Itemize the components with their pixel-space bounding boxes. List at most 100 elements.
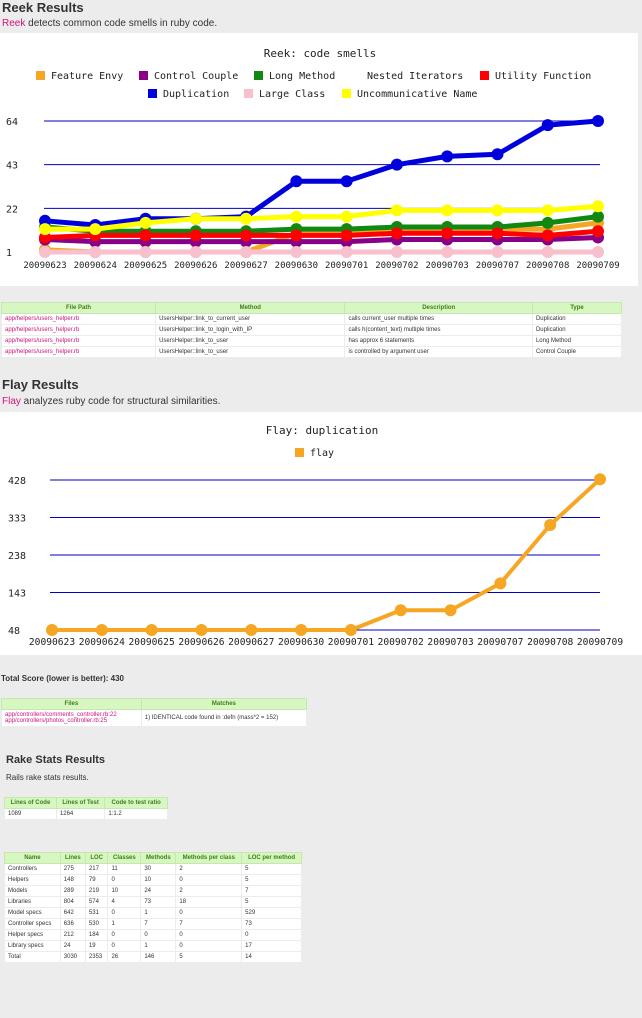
reek-link[interactable]: Reek bbox=[2, 18, 26, 29]
x-tick-label: 20090625 bbox=[129, 637, 175, 648]
chart-title: Flay: duplication bbox=[266, 424, 379, 437]
flay-chart-svg: Flay: duplication flay 48 143 238 333 428 20090… bbox=[8, 424, 623, 648]
table-cell: is controlled by argument user bbox=[344, 346, 533, 358]
file-link[interactable]: app/controllers/comments_controller.rb:2… bbox=[5, 712, 117, 718]
table-cell: 0 bbox=[107, 929, 142, 941]
flay-heading: Flay Results bbox=[2, 377, 79, 392]
table-cell: 2 bbox=[175, 885, 243, 897]
table-cell: 217 bbox=[84, 863, 109, 875]
table-cell: 18 bbox=[175, 896, 243, 908]
data-point bbox=[592, 200, 604, 213]
x-tick-label: 20090708 bbox=[526, 261, 569, 271]
table-cell: UsersHelper::link_to_login_with_IP bbox=[155, 324, 346, 336]
y-tick-label: 238 bbox=[8, 551, 26, 562]
data-point bbox=[340, 229, 353, 242]
x-tick-label: 20090627 bbox=[224, 261, 267, 271]
table-cell: 642 bbox=[59, 907, 86, 919]
table-cell: 17 bbox=[241, 940, 302, 952]
table-cell: 2353 bbox=[84, 951, 109, 963]
reek-col-header-0: File Path bbox=[0, 302, 157, 314]
x-tick-label: 20090701 bbox=[328, 637, 374, 648]
data-point bbox=[240, 246, 253, 258]
flay-total-score: Total Score (lower is better): 430 bbox=[1, 674, 124, 683]
table-cell: 10 bbox=[140, 874, 177, 886]
data-point bbox=[340, 210, 353, 223]
x-tick-label: 20090709 bbox=[576, 261, 619, 271]
reek-col-header-3: Type bbox=[531, 302, 623, 314]
flay-col-header-1: Matches bbox=[140, 698, 308, 710]
legend-label: Feature Envy bbox=[51, 71, 123, 82]
flay-link[interactable]: Flay bbox=[2, 396, 21, 407]
table-row: Controller specs 636 530 1 7 7 73 bbox=[4, 918, 302, 930]
table-cell: Duplication bbox=[531, 324, 623, 336]
legend-swatch bbox=[254, 71, 263, 80]
legend-label: Long Method bbox=[269, 71, 335, 82]
table-cell: calls current_user multiple times bbox=[344, 313, 533, 325]
legend-swatch bbox=[139, 71, 148, 80]
legend-swatch bbox=[36, 71, 45, 80]
table-cell: 5 bbox=[241, 863, 302, 875]
table-cell: 0 bbox=[241, 929, 302, 941]
table-cell: 804 bbox=[59, 896, 86, 908]
flay-desc-text: analyzes ruby code for structural simila… bbox=[20, 396, 221, 407]
table-row: Helper specs 212 184 0 0 0 0 bbox=[4, 929, 302, 941]
table-cell: 148 bbox=[59, 874, 86, 886]
table-cell[interactable]: app/helpers/users_helper.rb bbox=[0, 324, 157, 336]
rake-stats-table: Name Lines LOC Classes Methods Methods per cl… bbox=[4, 852, 302, 963]
table-cell[interactable]: app/helpers/users_helper.rb bbox=[0, 346, 157, 358]
data-point bbox=[541, 216, 554, 229]
legend-label: Control Couple bbox=[154, 71, 238, 82]
file-link[interactable]: app/controllers/photos_controller.rb:25 bbox=[5, 718, 108, 724]
table-cell: 5 bbox=[241, 896, 302, 908]
series-line bbox=[44, 214, 599, 234]
legend-label: flay bbox=[310, 448, 334, 459]
table-cell: 4 bbox=[107, 896, 142, 908]
x-tick-label: 20090703 bbox=[427, 637, 473, 648]
data-point bbox=[441, 150, 454, 163]
table-cell: 1 bbox=[140, 940, 177, 952]
series-line bbox=[44, 234, 599, 245]
table-cell: Total bbox=[4, 951, 61, 963]
reek-chart-svg: Reek: code smells Feature Envy Control Cou… bbox=[6, 47, 620, 271]
table-cell: 531 bbox=[84, 907, 109, 919]
rake-description: Rails rake stats results. bbox=[6, 773, 89, 782]
table-cell: UsersHelper::link_to_current_user bbox=[155, 313, 346, 325]
y-tick-label: 1 bbox=[6, 248, 12, 259]
data-point bbox=[390, 204, 403, 217]
table-cell: 5 bbox=[175, 951, 243, 963]
table-row: app/helpers/users_helper.rb UsersHelper::… bbox=[0, 335, 623, 347]
table-cell: 1264 bbox=[55, 808, 106, 820]
table-cell[interactable]: app/helpers/users_helper.rb bbox=[0, 313, 157, 325]
legend-label: Large Class bbox=[259, 89, 325, 100]
table-cell: Controllers bbox=[4, 863, 61, 875]
rake-summary-table: Lines of Code Lines of Test Code to test r… bbox=[4, 797, 168, 820]
data-point bbox=[39, 246, 51, 258]
data-point bbox=[295, 624, 308, 636]
table-row: app/helpers/users_helper.rb UsersHelper::… bbox=[0, 346, 623, 358]
table-cell: UsersHelper::link_to_user bbox=[155, 335, 346, 347]
stats-col-header-6: LOC per method bbox=[241, 852, 302, 864]
table-cell: 73 bbox=[241, 918, 302, 930]
table-cell[interactable]: app/helpers/users_helper.rb bbox=[0, 335, 157, 347]
x-tick-label: 20090624 bbox=[79, 637, 125, 648]
table-cell: 574 bbox=[84, 896, 109, 908]
flay-description: Flay analyzes ruby code for structural s… bbox=[0, 396, 220, 407]
data-point bbox=[541, 204, 554, 217]
summary-col-header-1: Lines of Test bbox=[55, 797, 106, 809]
x-tick-label: 20090630 bbox=[278, 637, 324, 648]
reek-desc-text: detects common code smells in ruby code. bbox=[25, 18, 218, 29]
data-point bbox=[441, 204, 454, 217]
table-cell: has approx 6 statements bbox=[344, 335, 533, 347]
table-row: app/helpers/users_helper.rb UsersHelper::… bbox=[0, 313, 623, 325]
table-cell: Duplication bbox=[531, 313, 623, 325]
data-point bbox=[491, 148, 504, 161]
files-cell: app/controllers/comments_controller.rb:2… bbox=[1, 709, 142, 727]
data-point bbox=[145, 624, 158, 636]
data-point bbox=[195, 624, 208, 636]
table-row: Total 3030 2353 26 146 5 14 bbox=[4, 951, 302, 963]
y-tick-label: 143 bbox=[8, 589, 26, 600]
data-point bbox=[592, 246, 604, 258]
table-cell: 636 bbox=[59, 918, 86, 930]
data-point bbox=[491, 227, 504, 240]
data-point bbox=[139, 246, 152, 258]
